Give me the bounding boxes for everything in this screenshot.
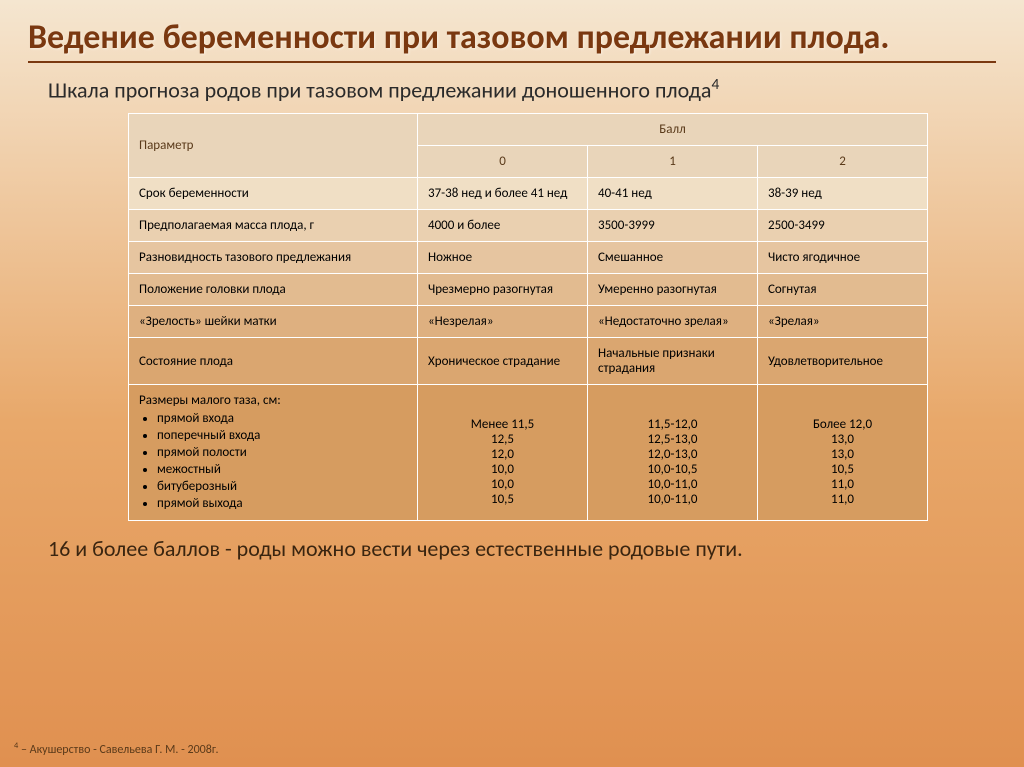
row-c1: Смешанное [588,242,758,274]
row-c0: 4000 и более [418,210,588,242]
pelvis-val: 10,0 [428,477,577,492]
row-c1: 40-41 нед [588,178,758,210]
pelvis-val: 10,0-11,0 [598,477,747,492]
page-title: Ведение беременности при тазовом предлеж… [28,18,996,63]
pelvis-val: 11,5-12,0 [598,417,747,432]
pelvis-c0: Менее 11,5 12,5 12,0 10,0 10,0 10,5 [418,385,588,521]
row-c0: Ножное [418,242,588,274]
pelvis-val: 12,5-13,0 [598,432,747,447]
row-c0: 37-38 нед и более 41 нед [418,178,588,210]
row-param: Положение головки плода [129,274,418,306]
list-item: межостный [157,461,407,478]
pelvis-val: 12,5 [428,432,577,447]
footnote: 4 – Акушерство - Савельева Г. М. - 2008г… [14,741,218,757]
footnote-text: – Акушерство - Савельева Г. М. - 2008г. [18,743,218,757]
pelvis-val: 11,0 [768,492,917,507]
th-2: 2 [758,146,928,178]
score-table: Параметр Балл 0 1 2 Срок беременности 37… [128,113,928,521]
pelvis-list: прямой входа поперечный входа прямой пол… [139,410,407,512]
table-row: Состояние плода Хроническое страдание На… [129,338,928,385]
subtitle-sup: 4 [711,75,719,94]
row-c2: Чисто ягодичное [758,242,928,274]
row-param: Разновидность тазового предлежания [129,242,418,274]
pelvis-label: Размеры малого таза, см: [139,393,281,408]
row-c2: 2500-3499 [758,210,928,242]
pelvis-c2: Более 12,0 13,0 13,0 10,5 11,0 11,0 [758,385,928,521]
pelvis-param: Размеры малого таза, см: прямой входа по… [129,385,418,521]
pelvis-c1: 11,5-12,0 12,5-13,0 12,0-13,0 10,0-10,5 … [588,385,758,521]
row-c0: Чрезмерно разогнутая [418,274,588,306]
subtitle: Шкала прогноза родов при тазовом предлеж… [48,75,996,103]
row-c2: «Зрелая» [758,306,928,338]
pelvis-val: Более 12,0 [768,417,917,432]
row-param: Предполагаемая масса плода, г [129,210,418,242]
row-param: Срок беременности [129,178,418,210]
pelvis-val: 11,0 [768,477,917,492]
pelvis-val: 10,5 [428,492,577,507]
pelvis-val: 13,0 [768,432,917,447]
row-param: Состояние плода [129,338,418,385]
table-row: Положение головки плода Чрезмерно разогн… [129,274,928,306]
list-item: прямой входа [157,410,407,427]
pelvis-val: 10,0-11,0 [598,492,747,507]
row-c1: Начальные признаки страдания [588,338,758,385]
row-c1: 3500-3999 [588,210,758,242]
list-item: прямой полости [157,444,407,461]
table-row: Срок беременности 37-38 нед и более 41 н… [129,178,928,210]
th-1: 1 [588,146,758,178]
row-c1: Умеренно разогнутая [588,274,758,306]
row-param: «Зрелость» шейки матки [129,306,418,338]
th-param: Параметр [129,114,418,178]
table-row: Разновидность тазового предлежания Ножно… [129,242,928,274]
pelvis-val: 10,0 [428,462,577,477]
pelvis-val: 13,0 [768,447,917,462]
list-item: битуберозный [157,478,407,495]
table-row: «Зрелость» шейки матки «Незрелая» «Недос… [129,306,928,338]
conclusion: 16 и более баллов - роды можно вести чер… [48,535,996,562]
th-0: 0 [418,146,588,178]
subtitle-text: Шкала прогноза родов при тазовом предлеж… [48,76,711,103]
pelvis-val: 10,5 [768,462,917,477]
th-score: Балл [418,114,928,146]
pelvis-val: 12,0 [428,447,577,462]
row-c1: «Недостаточно зрелая» [588,306,758,338]
pelvis-val: 10,0-10,5 [598,462,747,477]
list-item: прямой выхода [157,495,407,512]
pelvis-val: 12,0-13,0 [598,447,747,462]
row-c0: «Незрелая» [418,306,588,338]
row-c0: Хроническое страдание [418,338,588,385]
row-c2: Удовлетворительное [758,338,928,385]
table-row: Предполагаемая масса плода, г 4000 и бол… [129,210,928,242]
row-c2: Согнутая [758,274,928,306]
pelvis-val: Менее 11,5 [428,417,577,432]
table-row-pelvis: Размеры малого таза, см: прямой входа по… [129,385,928,521]
row-c2: 38-39 нед [758,178,928,210]
list-item: поперечный входа [157,427,407,444]
